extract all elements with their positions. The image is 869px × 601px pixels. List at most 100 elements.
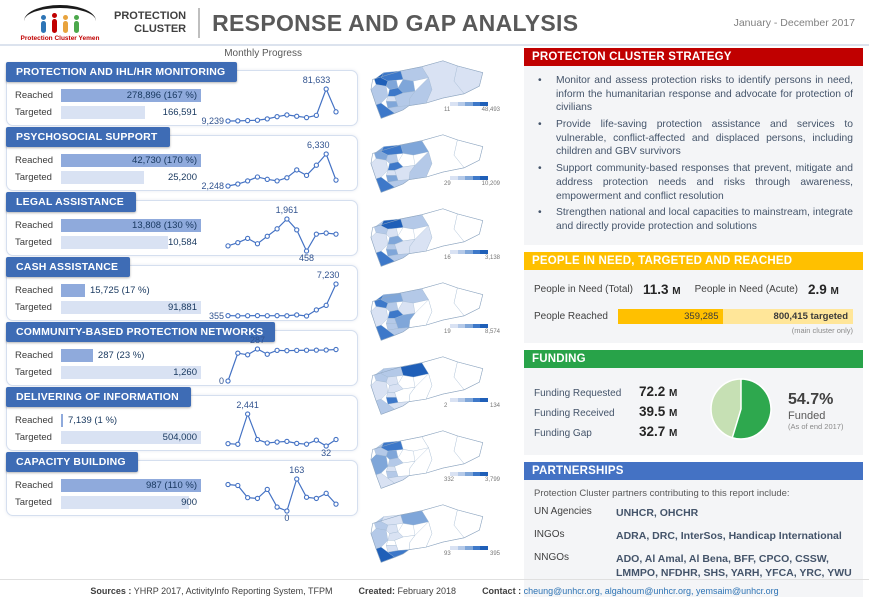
yemen-choropleth-map: 332 3,799: [358, 424, 516, 497]
sparkline-value-label: 0: [218, 376, 224, 386]
targeted-bar-track: 25,200: [61, 171, 201, 184]
funding-pie: [708, 376, 778, 447]
page-title: RESPONSE AND GAP ANALYSIS: [212, 9, 579, 36]
map-legend-max: 8,574: [484, 329, 500, 335]
activity-card: COMMUNITY-BASED PROTECTION NETWORKS Reac…: [6, 322, 358, 387]
sparkline-svg: [225, 216, 339, 254]
funding-row-value: 32.7 M: [639, 423, 678, 439]
funding-row: Funding Gap 32.7 M: [534, 424, 702, 439]
targeted-row: Targeted 900: [15, 496, 201, 509]
dashboard-body: Monthly Progress PROTECTION AND IHL/HR M…: [0, 46, 869, 598]
funding-row: Funding Requested 72.2 M: [534, 384, 702, 399]
reached-targeted-bars: Reached 987 (110 %) Targeted 900: [15, 479, 201, 513]
targeted-value: 25,200: [167, 172, 197, 183]
funding-row-label: Funding Received: [534, 407, 615, 419]
map-legend-max: 3,799: [484, 477, 500, 483]
sparkline-value-label: 2,441: [236, 400, 259, 410]
targeted-row: Targeted 25,200: [15, 171, 201, 184]
activity-title: DELIVERING OF INFORMATION: [6, 387, 191, 407]
map-legend: 11 48,493: [444, 102, 504, 113]
yemen-map-svg: [370, 60, 484, 119]
reached-bar: [61, 349, 93, 362]
page-header: Protection Cluster Yemen PROTECTION CLUS…: [0, 0, 869, 46]
activity-title: PROTECTION AND IHL/HR MONITORING: [6, 62, 238, 82]
reached-bar-track: 7,139 (1 %): [61, 414, 201, 427]
map-legend-min: 2: [444, 403, 448, 409]
reached-label: Reached: [15, 480, 54, 491]
targeted-bar: [61, 431, 201, 444]
map-legend-gradient: [450, 102, 488, 106]
targeted-label: Targeted: [15, 237, 52, 248]
logo-figure-icon: [74, 14, 79, 33]
sparkline-value-label: 0: [284, 513, 290, 523]
reached-row: Reached 13,808 (130 %): [15, 219, 201, 232]
sparkline-svg: [225, 281, 339, 319]
targeted-bar: [61, 496, 189, 509]
reached-bar-track: 42,730 (170 %): [61, 154, 201, 167]
map-legend: 16 3,138: [444, 250, 504, 261]
targeted-value: 10,584: [167, 237, 197, 248]
reached-targeted-bars: Reached 278,896 (167 %) Targeted 166,591: [15, 89, 201, 123]
logo-arc-icon: [24, 4, 96, 21]
yemen-map-svg: [370, 356, 484, 415]
yemen-choropleth-map: 93 395: [358, 498, 516, 571]
targeted-bar-track: 91,881: [61, 301, 201, 314]
yemen-choropleth-map: 29 10,209: [358, 128, 516, 201]
partner-list: ADRA, DRC, InterSos, Handicap Internatio…: [616, 529, 842, 542]
reached-targeted-bars: Reached 287 (23 %) Targeted 1,260: [15, 349, 201, 383]
targeted-row: Targeted 91,881: [15, 301, 201, 314]
targeted-row: Targeted 504,000: [15, 431, 201, 444]
logo-figure-icon: [41, 14, 46, 33]
map-legend-min: 16: [444, 255, 451, 261]
monthly-progress-sparkline: 0 163: [223, 465, 341, 523]
activity-card: PROTECTION AND IHL/HR MONITORING Reached…: [6, 62, 358, 126]
sparkline-value-label: 81,633: [302, 75, 331, 85]
reached-value: 13,808 (130 %): [132, 220, 197, 231]
reached-targeted-bars: Reached 7,139 (1 %) Targeted 504,000: [15, 414, 201, 448]
monthly-progress-sparkline: 0 287: [219, 335, 341, 387]
partnerships-intro: Protection Cluster partners contributing…: [534, 487, 790, 499]
funding-row-value: 39.5 M: [639, 403, 678, 419]
map-legend-gradient: [450, 324, 488, 328]
sparkline-value-label: 287: [249, 335, 265, 345]
targeted-value: 91,881: [167, 302, 197, 313]
reached-bar: [61, 154, 201, 167]
yemen-outline: [370, 430, 484, 489]
funding-pie-chart: [710, 377, 772, 440]
reached-value: 7,139 (1 %): [67, 415, 118, 426]
targeted-bar: [61, 236, 169, 249]
targeted-row: Targeted 10,584: [15, 236, 201, 249]
targeted-bar-track: 10,584: [61, 236, 201, 249]
yemen-map-svg: [370, 504, 484, 563]
partner-type-label: INGOs: [534, 528, 565, 540]
map-region: [370, 454, 389, 475]
reached-targeted-bars: Reached 13,808 (130 %) Targeted 10,584: [15, 219, 201, 253]
funding-panel: FUNDING Funding Requested 72.2 M Funding…: [524, 349, 863, 455]
reached-bar: [61, 219, 201, 232]
activity-title: COMMUNITY-BASED PROTECTION NETWORKS: [6, 322, 276, 342]
funding-rows: Funding Requested 72.2 M Funding Receive…: [534, 379, 702, 444]
monthly-progress-label: Monthly Progress: [224, 48, 302, 59]
strategy-panel: PROTECTON CLUSTER STRATEGY Monitor and a…: [524, 48, 863, 245]
targeted-bar: [61, 106, 145, 119]
partnership-row: INGOs ADRA, DRC, InterSos, Handicap Inte…: [534, 529, 853, 543]
funding-body: Funding Requested 72.2 M Funding Receive…: [524, 367, 863, 455]
page-footer: Sources : YHRP 2017, ActivityInfo Report…: [0, 579, 869, 601]
reached-bar-track: 987 (110 %): [61, 479, 201, 492]
pin-total-value: 11.3 M: [642, 281, 681, 297]
partnership-row: NNGOs ADO, Al Amal, Al Bena, BFF, CPCO, …: [534, 552, 853, 580]
reached-row: Reached 42,730 (170 %): [15, 154, 201, 167]
logo-caption: Protection Cluster Yemen: [20, 34, 100, 42]
reached-row: Reached 287 (23 %): [15, 349, 201, 362]
map-legend-min: 332: [444, 477, 455, 483]
sparkline-svg: [225, 411, 339, 449]
activity-title: LEGAL ASSISTANCE: [6, 192, 137, 212]
monthly-progress-sparkline: 2,248 6,330: [201, 140, 341, 192]
people-in-need-header: PEOPLE IN NEED, TARGETED AND REACHED: [524, 251, 863, 270]
header-divider: [198, 8, 201, 38]
yemen-map-svg: [370, 282, 484, 341]
partnership-row: UN Agencies UNHCR, OHCHR: [534, 506, 853, 520]
people-reached-label: People Reached: [534, 310, 608, 322]
summary-column: PROTECTON CLUSTER STRATEGY Monitor and a…: [524, 48, 863, 598]
